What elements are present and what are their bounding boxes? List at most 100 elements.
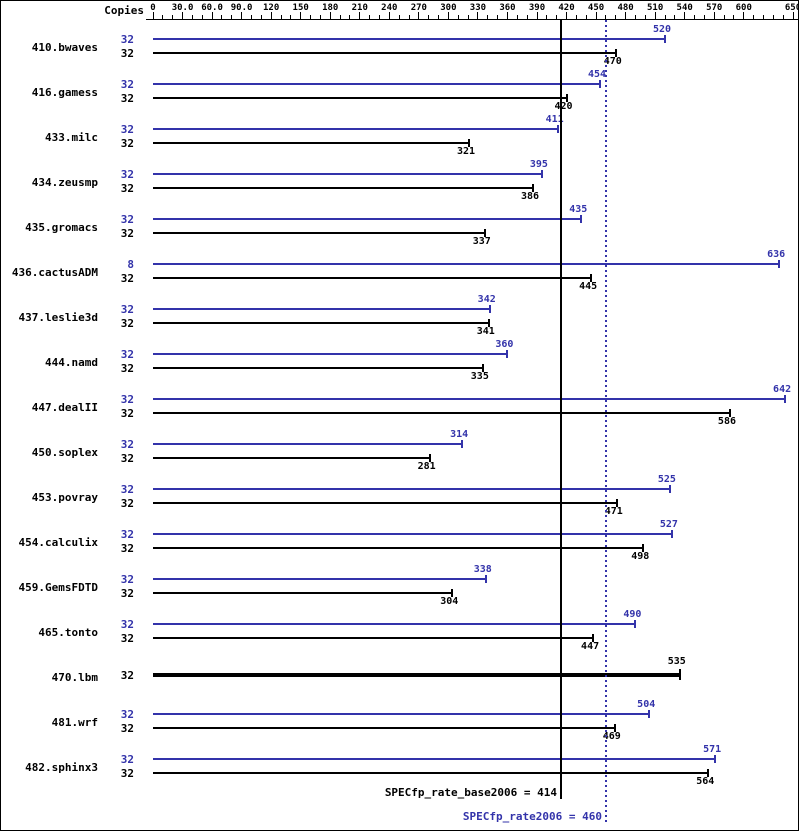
rate-value-label: 498 <box>631 551 650 562</box>
rate-value-label: 525 <box>657 474 676 485</box>
rate-bar <box>153 218 582 220</box>
benchmark-label: 465.tonto <box>38 626 98 639</box>
rate-value-label: 636 <box>767 249 786 260</box>
rate-bar-endcap-icon <box>428 454 431 462</box>
rate-value-label: 435 <box>569 204 588 215</box>
copies-count: 32 <box>120 497 134 510</box>
benchmark-row: 410.bwaves 32 520 32 470 <box>1 24 798 70</box>
rate-value-label: 564 <box>696 776 715 787</box>
axis-tick <box>359 12 361 19</box>
copies-count: 32 <box>120 393 134 406</box>
rate-bar <box>153 52 616 54</box>
axis-tick <box>605 15 607 19</box>
axis-tick <box>378 15 380 19</box>
axis-tick <box>310 15 312 19</box>
axis-tick <box>457 15 459 19</box>
copies-count: 32 <box>120 438 134 451</box>
benchmark-row: 437.leslie3d 32 342 32 341 <box>1 294 798 340</box>
axis-tick <box>694 15 696 19</box>
rate-bar <box>153 308 490 310</box>
axis-tick <box>625 12 627 19</box>
rate-bar <box>153 488 670 490</box>
axis-tick-label: 0 <box>150 3 156 13</box>
axis-tick <box>556 15 558 19</box>
axis-tick-label: 570 <box>706 3 723 13</box>
axis-tick <box>743 12 745 19</box>
axis-tick <box>221 15 223 19</box>
axis-tick <box>231 15 233 19</box>
rate-bar-endcap-icon <box>592 634 595 642</box>
copies-count: 32 <box>120 407 134 420</box>
axis-tick <box>191 15 193 19</box>
axis-tick <box>162 15 164 19</box>
axis-tick <box>300 12 302 19</box>
axis-tick <box>398 15 400 19</box>
benchmark-row: 435.gromacs 32 435 32 337 <box>1 204 798 250</box>
rate-value-label: 321 <box>456 146 476 157</box>
axis-tick <box>477 12 479 19</box>
benchmark-label: 450.soplex <box>31 446 98 459</box>
rate-bar-endcap-icon <box>599 80 601 88</box>
rate-value-label: 586 <box>717 416 736 427</box>
rate-bar <box>153 547 644 549</box>
axis-tick <box>575 15 577 19</box>
benchmark-row: 434.zeusmp 32 395 32 386 <box>1 159 798 205</box>
axis-tick-label: 390 <box>528 3 546 13</box>
copies-count: 32 <box>120 587 134 600</box>
axis-tick <box>782 15 784 19</box>
rate-bar <box>153 232 485 234</box>
axis-tick <box>270 12 272 19</box>
rate-value-label: 281 <box>417 461 436 472</box>
axis-tick <box>487 15 489 19</box>
copies-count: 32 <box>120 33 134 46</box>
rate-value-label: 642 <box>773 384 792 395</box>
rate-bar <box>153 83 600 85</box>
axis-tick <box>172 15 174 19</box>
axis-tick <box>634 15 636 19</box>
rate-bar <box>153 187 534 189</box>
rate-bar <box>153 623 636 625</box>
rate-bar-endcap-icon <box>784 395 787 403</box>
axis-tick <box>250 15 252 19</box>
rate-bar <box>153 578 486 580</box>
rate-value-label: 360 <box>495 339 514 350</box>
benchmark-label: 459.GemsFDTD <box>18 581 98 594</box>
rate-bar-endcap-icon <box>590 274 593 282</box>
axis-tick-label: 300 <box>440 3 457 13</box>
mean-line-base <box>559 20 562 799</box>
rate-bar <box>153 173 542 175</box>
rate-bar <box>153 367 483 369</box>
rate-bar <box>153 128 558 130</box>
peak-summary-text: SPECfp_rate2006 = 460 <box>462 810 602 823</box>
rate-bar <box>153 142 470 144</box>
rate-value-label: 535 <box>667 656 686 667</box>
rate-value-label: 445 <box>579 281 598 292</box>
benchmark-row: 470.lbm 32 535 <box>1 655 798 700</box>
axis-tick-label: 360 <box>499 3 516 13</box>
rate-bar-endcap-icon <box>556 125 559 133</box>
rate-value-label: 420 <box>554 101 573 112</box>
axis-tick <box>753 15 755 19</box>
mean-line-peak <box>604 20 607 823</box>
rate-bar <box>153 457 430 459</box>
axis-tick-label: 240 <box>381 3 398 13</box>
rate-bar <box>153 673 680 677</box>
copies-count: 32 <box>120 303 134 316</box>
rate-bar-endcap-icon <box>488 305 491 313</box>
axis-tick <box>280 15 282 19</box>
rate-bar-endcap-icon <box>714 755 717 763</box>
axis-tick <box>388 12 390 19</box>
rate-value-label: 341 <box>476 326 495 337</box>
rate-value-label: 520 <box>652 24 671 35</box>
axis-tick <box>762 15 764 19</box>
copies-count: 32 <box>120 348 134 361</box>
rate-bar-endcap-icon <box>484 575 487 583</box>
benchmark-row: 416.gamess 32 454 32 420 <box>1 69 798 115</box>
copies-count: 32 <box>120 573 134 586</box>
copies-count: 8 <box>127 258 134 271</box>
rate-value-label: 447 <box>581 641 600 652</box>
benchmark-row: 450.soplex 32 314 32 281 <box>1 429 798 475</box>
rate-bar-endcap-icon <box>614 49 617 57</box>
axis-tick <box>772 15 774 19</box>
benchmark-label: 437.leslie3d <box>18 311 98 324</box>
